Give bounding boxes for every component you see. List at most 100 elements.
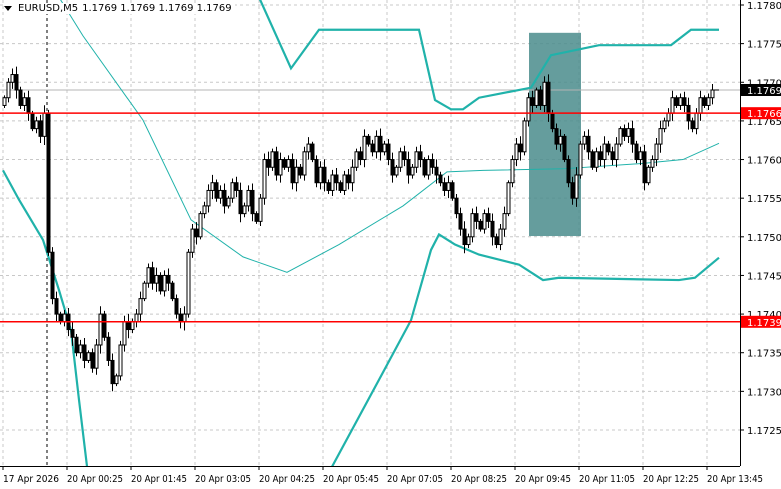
- candle: [614, 137, 619, 168]
- candle-body: [570, 182, 575, 199]
- candle-body: [510, 159, 515, 184]
- candle-body: [558, 135, 563, 145]
- candle: [682, 91, 687, 113]
- candle: [290, 153, 295, 190]
- candle: [2, 95, 7, 109]
- candle-body: [582, 135, 587, 145]
- candle-body: [170, 282, 175, 300]
- candle: [390, 152, 395, 183]
- candle: [626, 122, 631, 143]
- time-tick-label: 20 Apr 00:25: [67, 474, 123, 485]
- candle-body: [82, 344, 87, 361]
- candle-body: [194, 228, 199, 238]
- candle-body: [514, 143, 519, 161]
- candle-body: [54, 298, 59, 315]
- candle-body: [498, 228, 503, 246]
- candle: [486, 207, 491, 228]
- candle: [494, 233, 499, 249]
- candle: [54, 291, 59, 322]
- candle: [450, 180, 455, 201]
- candle-body: [398, 151, 403, 168]
- candle: [526, 92, 531, 127]
- candle: [394, 164, 399, 178]
- candle: [386, 138, 391, 166]
- time-tick-label: 20 Apr 05:45: [323, 474, 379, 485]
- candle-body: [174, 298, 179, 315]
- candle-body: [114, 375, 119, 385]
- candle: [410, 164, 415, 179]
- candle: [310, 141, 315, 163]
- candle: [590, 149, 595, 170]
- candle: [470, 208, 475, 243]
- candle-body: [246, 189, 251, 207]
- candle-body: [638, 151, 643, 161]
- candle-body: [214, 182, 219, 199]
- candle-body: [446, 182, 451, 191]
- candle-body: [458, 213, 463, 230]
- candle: [382, 140, 387, 156]
- candle-body: [646, 166, 651, 184]
- candle-body: [706, 97, 711, 106]
- candle-body: [322, 166, 327, 184]
- candle-body: [334, 174, 339, 184]
- candle-body: [14, 74, 19, 91]
- candle: [442, 177, 447, 197]
- candle-body: [102, 313, 107, 338]
- time-tick-label: 20 Apr 08:25: [451, 474, 507, 485]
- candle: [510, 155, 515, 188]
- candle-body: [658, 128, 663, 145]
- candle-body: [502, 213, 507, 230]
- candle: [678, 93, 683, 111]
- candle-body: [74, 336, 79, 354]
- candle: [210, 174, 215, 200]
- candle: [446, 175, 451, 199]
- candle-body: [370, 143, 375, 153]
- candle-body: [618, 128, 623, 145]
- candle-body: [138, 298, 143, 315]
- candle-body: [162, 274, 167, 292]
- candle: [498, 223, 503, 251]
- candle-body: [654, 143, 659, 161]
- candle-body: [270, 151, 275, 168]
- candle-body: [578, 143, 583, 176]
- candle-body: [230, 182, 235, 199]
- candle: [582, 131, 587, 150]
- candle-body: [98, 313, 103, 346]
- candle: [142, 280, 147, 302]
- candle-body: [222, 189, 227, 207]
- candle-body: [62, 313, 67, 323]
- candle: [354, 148, 359, 171]
- candle: [534, 87, 539, 109]
- candle-body: [238, 189, 243, 215]
- chart-title: EURUSD,M5 1.1769 1.1769 1.1769 1.1769: [4, 3, 235, 14]
- time-tick-label: 20 Apr 03:05: [195, 474, 251, 485]
- candle-body: [234, 182, 239, 191]
- candle: [698, 90, 703, 121]
- candle: [306, 137, 311, 160]
- candle-body: [478, 220, 483, 230]
- candle-body: [266, 159, 271, 168]
- candle-body: [30, 112, 35, 130]
- candle: [630, 120, 635, 153]
- candle: [254, 211, 259, 224]
- price-tick-label: 1.1725: [747, 426, 781, 437]
- candle-body: [290, 159, 295, 184]
- candle: [370, 139, 375, 157]
- candle-body: [190, 228, 195, 253]
- candle-body: [10, 74, 15, 83]
- price-tick-label: 1.1755: [747, 194, 781, 205]
- price-tick-label: 1.1750: [747, 233, 781, 244]
- dropdown-triangle-icon[interactable]: [4, 6, 12, 11]
- candle: [206, 184, 211, 213]
- price-tick-label: 1.1765: [747, 117, 781, 128]
- candle-body: [710, 89, 715, 99]
- candle-body: [586, 135, 591, 153]
- candle-body: [382, 143, 387, 153]
- candle-body: [122, 321, 127, 346]
- candle-body: [50, 251, 55, 300]
- candle: [438, 171, 443, 187]
- candle: [126, 313, 131, 339]
- candle: [158, 272, 163, 295]
- candle-body: [118, 344, 123, 377]
